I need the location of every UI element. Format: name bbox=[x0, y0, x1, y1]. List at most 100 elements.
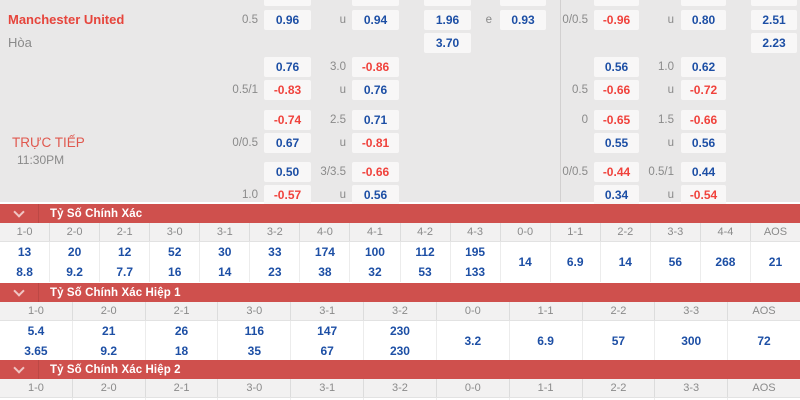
odds-button[interactable]: 0.80 bbox=[681, 10, 726, 30]
score-odds-cell[interactable]: 33 23 bbox=[250, 242, 301, 282]
score-odds-value: 33 bbox=[268, 245, 282, 259]
score-column-header: AOS bbox=[752, 305, 776, 317]
score-odds-cell[interactable]: 14 bbox=[501, 242, 551, 282]
score-odds-cell[interactable]: 26 18 bbox=[146, 321, 219, 361]
score-odds-cell[interactable] bbox=[73, 398, 146, 400]
odds-button[interactable]: 3.70 bbox=[424, 33, 471, 53]
odds-button[interactable]: 0.34 bbox=[594, 185, 639, 205]
odds-button[interactable]: -0.66 bbox=[594, 80, 639, 100]
odds-line-label: 1.5 bbox=[658, 114, 674, 126]
score-odds-cell[interactable]: 174 38 bbox=[300, 242, 351, 282]
odds-button[interactable] bbox=[681, 0, 726, 6]
odds-button[interactable] bbox=[751, 0, 797, 6]
chevron-glyph bbox=[13, 206, 25, 218]
bar-separator bbox=[38, 283, 39, 302]
odds-button[interactable]: -0.74 bbox=[264, 110, 311, 130]
score-odds-value: 53 bbox=[418, 265, 432, 279]
odds-button[interactable]: 2.23 bbox=[751, 33, 797, 53]
odds-button[interactable]: 0.93 bbox=[500, 10, 546, 30]
score-odds-cell[interactable] bbox=[510, 398, 583, 400]
score-column-header: 2-2 bbox=[601, 223, 651, 241]
odds-button[interactable]: 0.71 bbox=[352, 110, 399, 130]
odds-button[interactable]: -0.66 bbox=[352, 162, 399, 182]
score-odds-cell[interactable]: 116 35 bbox=[218, 321, 292, 361]
score-odds-cell[interactable] bbox=[218, 398, 292, 400]
score-odds-value: 30 bbox=[218, 245, 232, 259]
odds-button[interactable]: -0.83 bbox=[264, 80, 311, 100]
score-odds-cell[interactable]: 147 67 bbox=[291, 321, 365, 361]
odds-button[interactable]: 0.94 bbox=[352, 10, 399, 30]
score-odds-value: 67 bbox=[320, 344, 334, 358]
odds-button[interactable]: 1.96 bbox=[424, 10, 471, 30]
chevron-down-icon[interactable] bbox=[0, 283, 38, 302]
odds-button[interactable]: -0.65 bbox=[594, 110, 639, 130]
score-odds-cell[interactable]: 21 9.2 bbox=[73, 321, 146, 361]
score-odds-value: 133 bbox=[465, 265, 486, 279]
score-column-header: 3-1 bbox=[200, 223, 251, 241]
odds-button[interactable]: 0.50 bbox=[264, 162, 311, 182]
odds-button[interactable]: -0.54 bbox=[681, 185, 726, 205]
score-odds-cell[interactable]: 300 bbox=[655, 321, 729, 361]
score-section: Tỷ Số Chính Xác Hiệp 2 1-0 2-0 2-1 3-0 3-1 3-2… bbox=[0, 360, 800, 400]
odds-button[interactable] bbox=[264, 0, 311, 6]
score-odds-cell[interactable]: 195 133 bbox=[451, 242, 501, 282]
score-odds-value: 52 bbox=[168, 245, 182, 259]
odds-button[interactable]: 0.62 bbox=[681, 57, 726, 77]
odds-button[interactable]: 0.76 bbox=[352, 80, 399, 100]
odds-button[interactable]: 0.55 bbox=[594, 133, 639, 153]
score-odds-value: 26 bbox=[174, 324, 189, 338]
score-odds-cell[interactable]: 30 14 bbox=[200, 242, 251, 282]
odds-button[interactable]: -0.96 bbox=[594, 10, 639, 30]
score-odds-cell[interactable]: 20 9.2 bbox=[50, 242, 101, 282]
score-odds-cell[interactable]: 12 7.7 bbox=[100, 242, 151, 282]
odds-button[interactable]: 0.96 bbox=[264, 10, 311, 30]
score-odds-cell[interactable] bbox=[583, 398, 656, 400]
odds-button[interactable] bbox=[352, 0, 399, 6]
score-odds-cell[interactable]: 268 bbox=[701, 242, 751, 282]
odds-button[interactable]: 0.56 bbox=[352, 185, 399, 205]
odds-button[interactable]: -0.57 bbox=[264, 185, 311, 205]
score-odds-cell[interactable] bbox=[146, 398, 219, 400]
score-odds-cell[interactable] bbox=[437, 398, 510, 400]
score-odds-cell[interactable]: 13 8.8 bbox=[0, 242, 51, 282]
score-column-header: 3-3 bbox=[655, 379, 729, 397]
odds-button[interactable]: 0.56 bbox=[681, 133, 726, 153]
score-odds-cell[interactable] bbox=[291, 398, 365, 400]
odds-line-label: 0/0.5 bbox=[232, 137, 258, 149]
odds-button[interactable]: -0.44 bbox=[594, 162, 639, 182]
score-odds-cell[interactable]: 21 bbox=[751, 242, 800, 282]
score-odds-cell[interactable]: 6.9 bbox=[551, 242, 601, 282]
score-odds-cell[interactable]: 57 bbox=[583, 321, 656, 361]
score-odds-cell[interactable]: 5.4 3.65 bbox=[0, 321, 73, 361]
odds-button[interactable]: 0.76 bbox=[264, 57, 311, 77]
score-odds-cell[interactable]: 72 bbox=[728, 321, 800, 361]
odds-button[interactable]: -0.86 bbox=[352, 57, 399, 77]
odds-button[interactable] bbox=[594, 0, 639, 6]
odds-button[interactable]: 0.56 bbox=[594, 57, 639, 77]
odds-button[interactable]: -0.81 bbox=[352, 133, 399, 153]
score-odds-cell[interactable]: 52 16 bbox=[150, 242, 201, 282]
score-column-header: 0-0 bbox=[437, 379, 510, 397]
odds-button[interactable] bbox=[500, 0, 546, 6]
score-odds-cell[interactable]: 56 bbox=[651, 242, 701, 282]
score-column-header: 3-0 bbox=[150, 223, 201, 241]
score-odds-cell[interactable]: 112 53 bbox=[401, 242, 451, 282]
score-odds-cell[interactable]: 6.9 bbox=[510, 321, 583, 361]
odds-button[interactable]: 0.67 bbox=[264, 133, 311, 153]
odds-button[interactable]: -0.66 bbox=[681, 110, 726, 130]
score-odds-cell[interactable] bbox=[655, 398, 729, 400]
chevron-down-icon[interactable] bbox=[0, 360, 38, 379]
chevron-down-icon[interactable] bbox=[0, 204, 38, 223]
odds-line-label: 1.0 bbox=[242, 189, 258, 201]
score-odds-cell[interactable]: 100 32 bbox=[350, 242, 401, 282]
odds-button[interactable]: -0.72 bbox=[681, 80, 726, 100]
score-odds-cell[interactable] bbox=[364, 398, 437, 400]
score-column-header: 2-1 bbox=[100, 223, 151, 241]
score-odds-cell[interactable]: 230 230 bbox=[364, 321, 437, 361]
score-odds-cell[interactable]: 3.2 bbox=[437, 321, 510, 361]
score-odds-cell[interactable]: 14 bbox=[601, 242, 651, 282]
odds-button[interactable] bbox=[424, 0, 471, 6]
odds-button[interactable]: 0.44 bbox=[681, 162, 726, 182]
score-odds-cell[interactable] bbox=[0, 398, 73, 400]
odds-button[interactable]: 2.51 bbox=[751, 10, 797, 30]
